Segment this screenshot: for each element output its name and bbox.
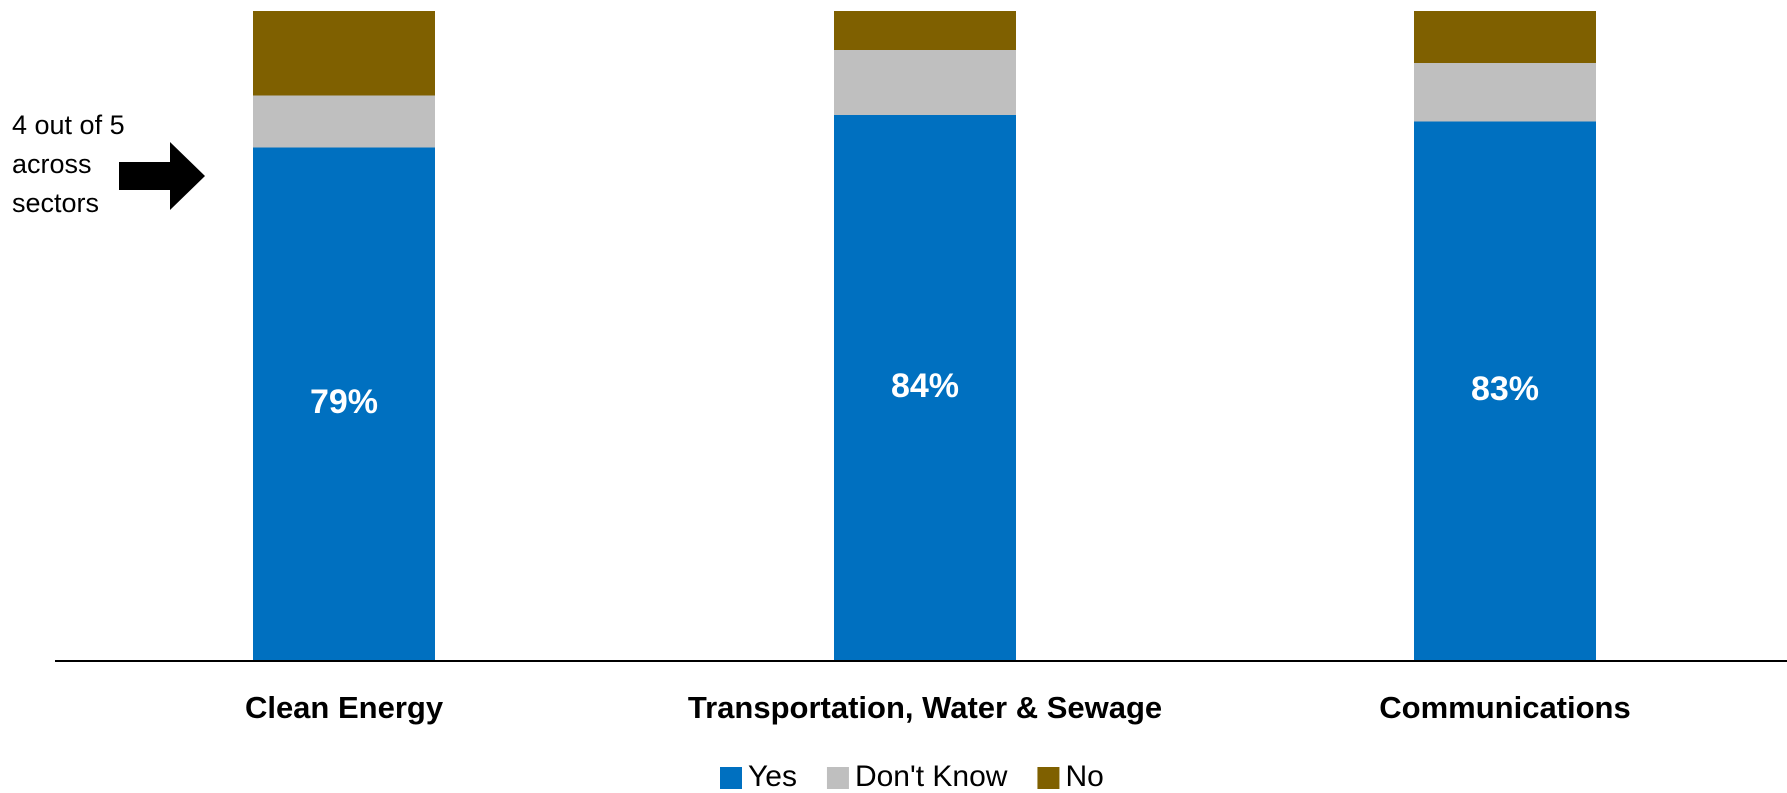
bar-segment <box>834 115 1016 661</box>
legend-label: No <box>1065 760 1103 793</box>
arrow <box>119 142 205 210</box>
legend-swatch <box>720 767 742 789</box>
x-tick-label: Transportation, Water & Sewage <box>688 690 1162 725</box>
bar-segment <box>1414 121 1596 661</box>
x-tick-label: Clean Energy <box>245 690 444 725</box>
legend-swatch <box>1037 767 1060 789</box>
bar-segment <box>253 11 435 96</box>
value-label: 83% <box>1471 370 1539 408</box>
bar-segment <box>834 11 1016 50</box>
legend-label: Yes <box>748 760 797 793</box>
annotation: sectors <box>12 188 99 218</box>
bar-segment <box>1414 11 1596 63</box>
x-tick-label: Communications <box>1379 690 1630 725</box>
bar-segment <box>1414 63 1596 122</box>
annotation: across <box>12 149 92 179</box>
value-label: 79% <box>310 383 378 421</box>
bar-segment <box>253 95 435 148</box>
legend-swatch <box>826 767 849 789</box>
legend-label: Don't Know <box>855 760 1008 793</box>
bar-segment <box>253 147 435 661</box>
annotation: 4 out of 5 <box>12 110 125 140</box>
value-label: 84% <box>891 367 959 405</box>
bar-segment <box>834 50 1016 115</box>
